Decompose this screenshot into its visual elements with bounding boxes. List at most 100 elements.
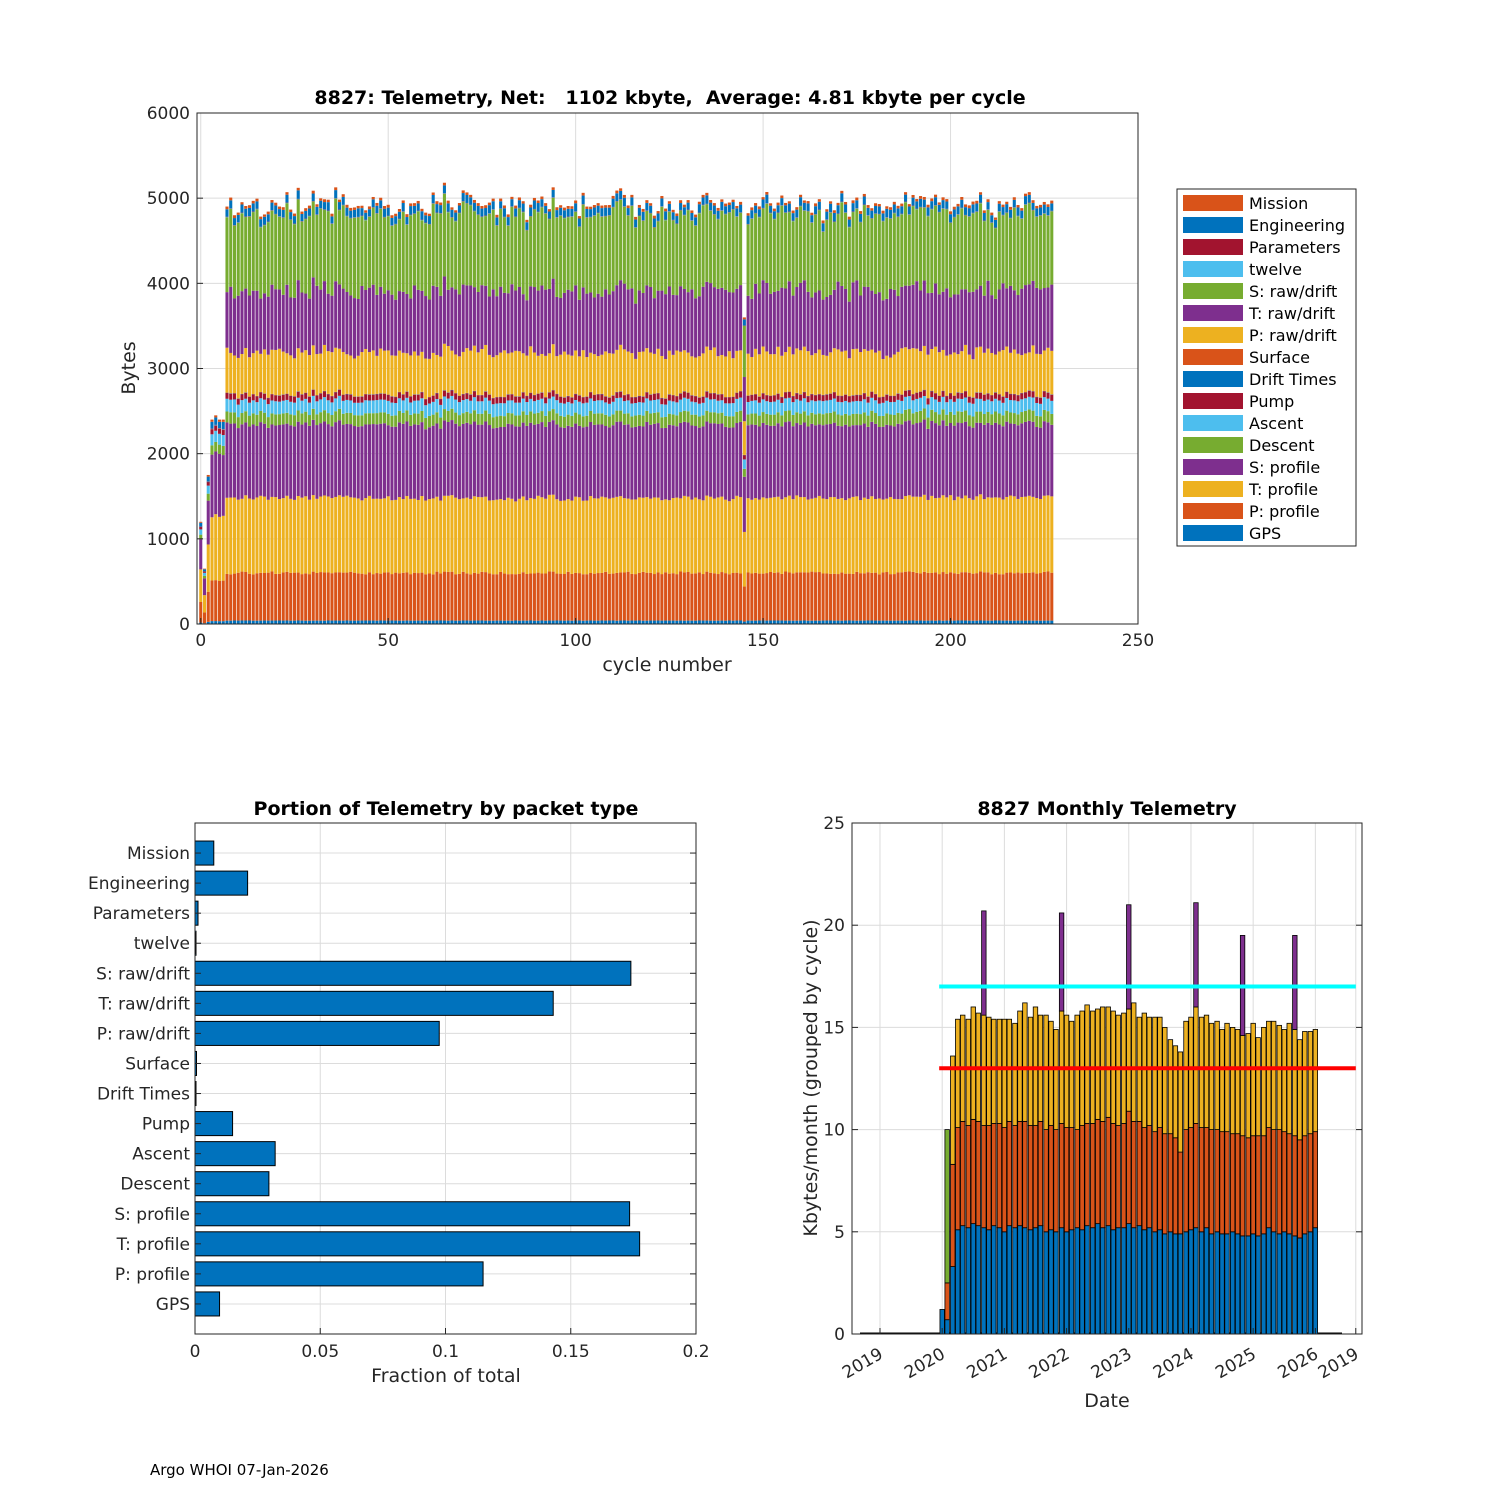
bar-segment-ascent: [742, 459, 746, 469]
br-bar-segment: [1281, 1029, 1287, 1133]
bar-segment-t-raw-drift: [480, 285, 484, 349]
bar-segment-gps: [300, 620, 304, 624]
bar-segment-pump: [1016, 395, 1020, 402]
bar-segment-ascent: [664, 404, 668, 417]
bar-segment-descent: [457, 415, 461, 427]
bar-segment-s-raw-drift: [994, 228, 998, 299]
bar-segment-descent: [825, 413, 829, 425]
bar-segment-pump: [859, 395, 863, 402]
br-bar-segment: [1286, 1133, 1292, 1235]
bar-segment-t-profile: [937, 497, 941, 575]
bar-segment-p-profile: [319, 572, 323, 621]
bar-segment-p-profile: [870, 572, 874, 621]
bar-segment-t-profile: [825, 499, 829, 574]
bar-segment-t-profile: [622, 498, 626, 573]
bar-segment-ascent: [926, 404, 930, 418]
bar-segment-t-profile: [731, 499, 735, 573]
bar-segment-t-raw-drift: [589, 292, 593, 353]
bar-segment-s-profile: [712, 423, 716, 499]
bar-segment-s-profile: [619, 421, 623, 497]
br-y-tick-label: 25: [823, 814, 845, 834]
bar-segment-s-profile: [847, 426, 851, 499]
bar-segment-p-raw-drift: [675, 350, 679, 396]
bar-segment-mission: [892, 201, 896, 205]
bar-segment-mission: [465, 192, 469, 195]
bar-segment-pump: [570, 397, 574, 404]
bar-segment-p-profile: [652, 574, 656, 621]
bar-segment-p-raw-drift: [472, 345, 476, 391]
bar-segment-s-raw-drift: [664, 220, 668, 295]
bar-segment-t-raw-drift: [727, 292, 731, 352]
bar-segment-t-profile: [315, 498, 319, 573]
bl-category-label: P: raw/drift: [97, 1024, 191, 1044]
bar-segment-descent: [975, 411, 979, 423]
bar-segment-p-profile: [881, 572, 885, 621]
bar-segment-mission: [634, 216, 638, 220]
bar-segment-engineering: [446, 203, 450, 212]
bar-segment-t-raw-drift: [427, 299, 431, 359]
bar-segment-descent: [289, 414, 293, 426]
bar-segment-s-raw-drift: [262, 225, 267, 294]
br-bar-segment: [991, 1018, 997, 1124]
bar-segment-p-raw-drift: [604, 351, 608, 397]
bar-segment-t-profile: [461, 498, 465, 572]
bar-segment-t-raw-drift: [611, 291, 615, 354]
bar-segment-engineering: [229, 200, 233, 209]
bar-segment-descent: [514, 415, 518, 427]
bar-segment-engineering: [457, 205, 461, 213]
br-bar-segment: [1203, 1227, 1210, 1335]
bar-segment-p-profile: [667, 573, 671, 621]
bar-segment-engineering: [656, 213, 660, 221]
bar-segment-mission: [506, 214, 510, 218]
bar-segment-s-raw-drift: [577, 226, 581, 300]
bar-segment-descent: [217, 444, 222, 454]
bar-segment-t-raw-drift: [821, 299, 825, 355]
legend-label: Drift Times: [1249, 370, 1337, 389]
bar-segment-pump: [574, 394, 578, 401]
bar-segment-s-raw-drift: [896, 216, 900, 297]
br-bar-segment: [1224, 1233, 1230, 1335]
bar-segment-gps: [544, 620, 548, 624]
bar-segment-p-profile: [735, 572, 739, 621]
bar-segment-mission: [994, 217, 998, 220]
br-bar-segment: [1208, 1129, 1215, 1235]
bar-segment-t-raw-drift: [274, 289, 278, 350]
bar-segment-s-profile: [686, 422, 690, 497]
bar-segment-pump: [664, 398, 668, 405]
bar-segment-descent: [709, 412, 713, 424]
bar-segment-t-raw-drift: [926, 293, 930, 355]
bar-segment-s-profile: [862, 423, 866, 498]
bar-segment-p-profile: [664, 572, 668, 621]
br-x-tick-label: 2026: [1274, 1344, 1321, 1383]
bar-segment-gps: [622, 620, 626, 624]
bar-segment-t-profile: [221, 515, 225, 581]
bar-segment-mission: [802, 200, 806, 203]
bar-segment-mission: [334, 187, 338, 191]
bar-segment-mission: [349, 207, 353, 211]
bar-segment-ascent: [836, 401, 840, 415]
bar-segment-pump: [892, 396, 896, 402]
br-bar-segment: [981, 1125, 987, 1229]
bar-segment-mission: [592, 205, 596, 208]
bar-segment-p-profile: [431, 574, 435, 621]
bar-segment-s-profile: [431, 425, 435, 499]
br-bar-segment: [1193, 1123, 1199, 1229]
bar-segment-s-raw-drift: [547, 219, 551, 289]
bar-segment-t-profile: [401, 499, 405, 573]
bar-segment-gps: [547, 620, 551, 624]
bar-segment-p-raw-drift: [461, 351, 465, 394]
bar-segment-s-raw-drift: [810, 222, 814, 298]
bar-segment-t-profile: [266, 499, 270, 573]
bar-segment-s-profile: [652, 423, 656, 498]
bar-segment-descent: [525, 415, 529, 426]
bar-segment-pump: [765, 395, 769, 402]
br-bar-segment: [1063, 1231, 1070, 1335]
bar-segment-s-profile: [825, 424, 829, 500]
bar-segment-t-raw-drift: [712, 287, 716, 348]
bar-segment-s-raw-drift: [634, 227, 638, 304]
bar-segment-gps: [506, 620, 510, 624]
bar-segment-s-profile: [990, 424, 994, 498]
top-y-tick-label: 4000: [147, 274, 190, 294]
bar-segment-p-raw-drift: [641, 351, 645, 397]
bar-segment-pump: [559, 396, 563, 403]
